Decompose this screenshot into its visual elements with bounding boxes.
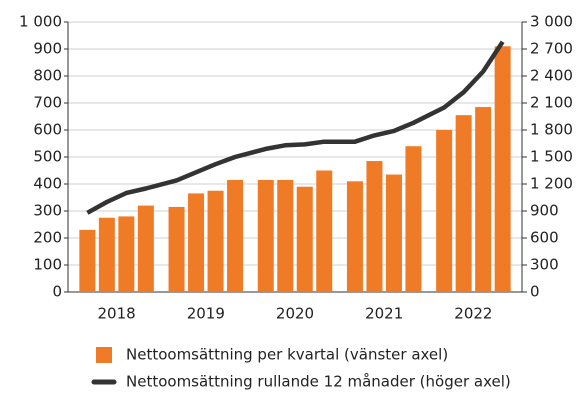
bar <box>227 179 244 292</box>
y-tick-label: 500 <box>33 148 62 166</box>
y-tick-label: 300 <box>33 202 62 220</box>
legend-swatch <box>96 347 112 363</box>
y2-tick-label: 1 800 <box>530 121 573 139</box>
y-tick-label: 100 <box>33 256 62 274</box>
y2-tick-label: 0 <box>530 283 540 301</box>
bar <box>207 190 224 292</box>
y2-tick-label: 2 100 <box>530 94 573 112</box>
x-tick-label: 2021 <box>365 305 403 323</box>
bar <box>257 179 274 292</box>
y2-tick-label: 2 400 <box>530 67 573 85</box>
bar <box>277 179 294 292</box>
bar <box>296 186 313 292</box>
y2-tick-label: 900 <box>530 202 559 220</box>
bar <box>316 170 333 292</box>
bar <box>346 181 363 292</box>
bar <box>455 115 472 293</box>
y-tick-label: 1 000 <box>19 13 62 31</box>
y-tick-label: 600 <box>33 121 62 139</box>
y-tick-label: 800 <box>33 67 62 85</box>
line <box>86 40 505 215</box>
bar <box>385 174 402 292</box>
x-tick-label: 2022 <box>454 305 492 323</box>
bar <box>188 193 205 292</box>
y2-tick-label: 3 000 <box>530 13 573 31</box>
x-tick-label: 2019 <box>187 305 225 323</box>
y-tick-label: 0 <box>52 283 62 301</box>
bar <box>98 217 115 292</box>
bar <box>475 107 492 292</box>
x-tick-label: 2018 <box>98 305 136 323</box>
y2-tick-label: 2 700 <box>530 40 573 58</box>
bar <box>79 229 96 292</box>
bar <box>436 130 453 292</box>
legend-label: Nettoomsättning rullande 12 månader (hög… <box>126 373 511 391</box>
bar <box>168 206 185 292</box>
y-tick-label: 200 <box>33 229 62 247</box>
bar <box>118 216 135 292</box>
y2-tick-label: 600 <box>530 229 559 247</box>
bar <box>137 205 154 292</box>
y2-tick-label: 1 200 <box>530 175 573 193</box>
bar <box>366 161 383 292</box>
y-tick-label: 400 <box>33 175 62 193</box>
legend-label: Nettoomsättning per kvartal (vänster axe… <box>126 346 448 364</box>
bar <box>494 46 511 292</box>
x-tick-label: 2020 <box>276 305 314 323</box>
y2-tick-label: 300 <box>530 256 559 274</box>
y-tick-label: 700 <box>33 94 62 112</box>
bar <box>405 146 422 292</box>
y-tick-label: 900 <box>33 40 62 58</box>
y2-tick-label: 1 500 <box>530 148 573 166</box>
